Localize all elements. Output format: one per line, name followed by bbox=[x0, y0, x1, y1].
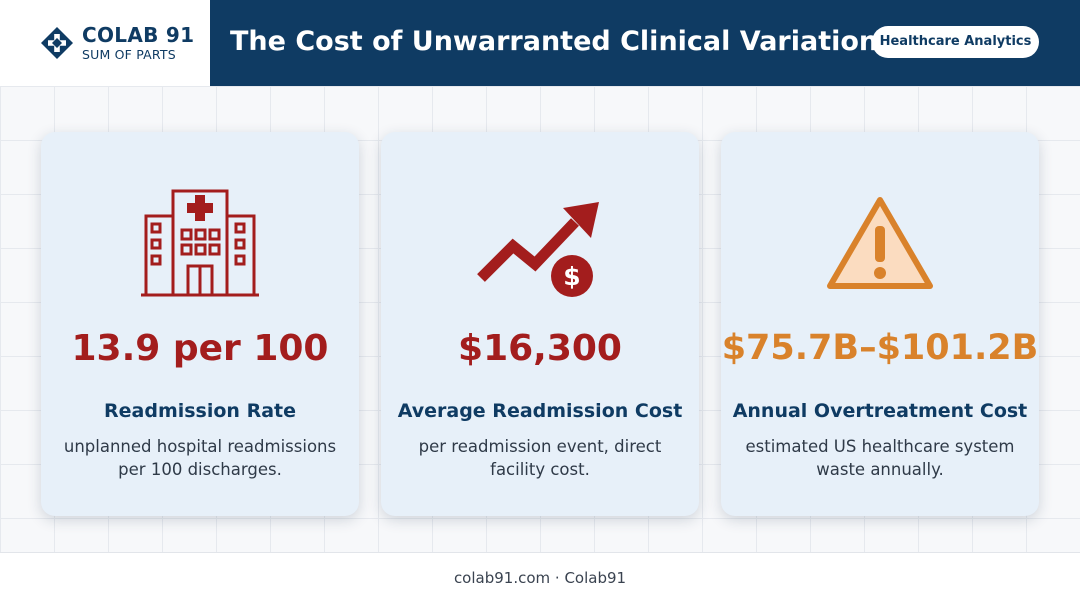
hospital-icon bbox=[41, 188, 359, 298]
stat-card-readmission-rate: 13.9 per 100 Readmission Rate unplanned … bbox=[41, 132, 359, 516]
stat-value: $16,300 bbox=[458, 328, 622, 369]
diamond-cross-logo-icon bbox=[41, 27, 73, 59]
footer-credit[interactable]: colab91.com · Colab91 bbox=[0, 552, 1080, 603]
brand-tagline: SUM OF PARTS bbox=[82, 46, 176, 62]
stat-description: estimated US healthcare system waste ann… bbox=[745, 437, 1015, 479]
stat-description: unplanned hospital readmissions per 100 … bbox=[63, 437, 337, 479]
brand-logo[interactable]: COLAB 91 SUM OF PARTS bbox=[0, 0, 210, 86]
category-badge: Healthcare Analytics bbox=[872, 26, 1039, 58]
page-title: The Cost of Unwarranted Clinical Variati… bbox=[230, 26, 879, 57]
stat-value: $75.7B–$101.2B bbox=[721, 328, 1039, 368]
rising-cost-arrow-icon: $ bbox=[381, 198, 699, 298]
stat-description: per readmission event, direct facility c… bbox=[418, 437, 662, 479]
brand-name: COLAB 91 bbox=[82, 22, 195, 47]
svg-text:$: $ bbox=[563, 262, 580, 291]
stat-label: Readmission Rate bbox=[104, 400, 296, 422]
stat-card-readmission-cost: $ $16,300 Average Readmission Cost per r… bbox=[381, 132, 699, 516]
warning-icon bbox=[721, 194, 1039, 294]
stat-value: 13.9 per 100 bbox=[71, 328, 329, 369]
header-bar: COLAB 91 SUM OF PARTS The Cost of Unwarr… bbox=[0, 0, 1080, 86]
stat-label: Average Readmission Cost bbox=[397, 400, 683, 422]
stat-label: Annual Overtreatment Cost bbox=[732, 400, 1028, 422]
stat-card-overtreatment-cost: $75.7B–$101.2B Annual Overtreatment Cost… bbox=[721, 132, 1039, 516]
